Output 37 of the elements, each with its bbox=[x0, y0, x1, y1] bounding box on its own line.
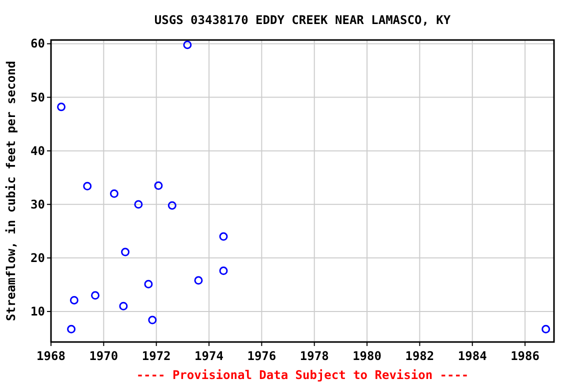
x-tick-label: 1984 bbox=[458, 349, 487, 363]
chart-title: USGS 03438170 EDDY CREEK NEAR LAMASCO, KY bbox=[154, 13, 452, 27]
x-tick-label: 1986 bbox=[510, 349, 540, 363]
point bbox=[83, 182, 92, 190]
y-tick-label: 30 bbox=[30, 197, 45, 212]
x-tick-label: 1982 bbox=[405, 349, 434, 363]
x-tick-label: 1976 bbox=[247, 349, 276, 363]
y-tick-label: 50 bbox=[30, 90, 45, 104]
point bbox=[219, 266, 228, 276]
x-tick-label: 1978 bbox=[300, 349, 329, 363]
y-tick-label: 40 bbox=[30, 144, 45, 158]
x-tick-label: 1972 bbox=[142, 349, 171, 363]
x-tick-label: 1970 bbox=[89, 349, 118, 363]
point bbox=[134, 200, 143, 209]
point bbox=[144, 280, 153, 288]
point bbox=[67, 324, 76, 334]
point bbox=[90, 291, 100, 300]
point bbox=[194, 276, 203, 285]
point bbox=[119, 302, 128, 310]
point bbox=[542, 324, 550, 334]
point bbox=[183, 40, 192, 50]
point bbox=[168, 201, 176, 210]
x-tick-label: 1974 bbox=[194, 349, 224, 363]
point bbox=[57, 102, 66, 112]
x-tick-label: 1968 bbox=[36, 349, 66, 363]
point bbox=[154, 181, 163, 190]
point bbox=[70, 296, 78, 304]
y-tick-label: 10 bbox=[30, 304, 45, 318]
point bbox=[219, 232, 228, 241]
text: ---- Provisional Data Subject to Revision ---- bbox=[136, 368, 469, 382]
y-axis-title: Streamflow, in cubic feet per second bbox=[4, 60, 18, 322]
y-tick-label: 20 bbox=[30, 250, 45, 265]
point bbox=[148, 316, 157, 324]
point bbox=[121, 248, 130, 256]
x-tick-label: 1980 bbox=[352, 349, 382, 363]
point bbox=[110, 189, 118, 198]
y-tick-label: 60 bbox=[30, 36, 45, 51]
